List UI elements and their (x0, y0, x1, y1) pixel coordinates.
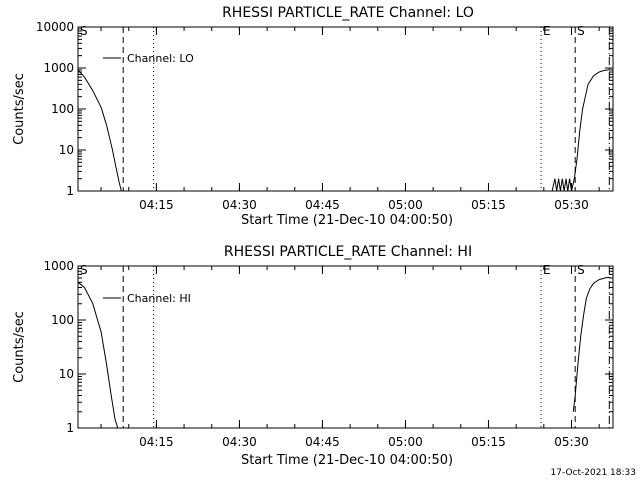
x-tick-label: 05:00 (388, 198, 423, 212)
event-marker-label: E (543, 24, 551, 38)
chart-panel-top: RHESSI PARTICLE_RATE Channel: LO 04:15 04… (12, 5, 614, 228)
x-tick-label: 05:15 (471, 198, 506, 212)
x-tick-label: 05:30 (554, 435, 589, 449)
legend-top: Channel: LO (103, 52, 194, 65)
y-tick-label: 1000 (43, 259, 74, 273)
x-axis-label-top: Start Time (21-Dec-10 04:00:50) (241, 213, 453, 228)
data-series-line (77, 276, 610, 429)
y-tick-label: 100 (51, 313, 74, 327)
y-tick-label: 10 (59, 143, 74, 157)
x-axis-label-bottom: Start Time (21-Dec-10 04:00:50) (241, 453, 453, 468)
x-tick-label: 05:15 (471, 435, 506, 449)
x-tick-label: 04:15 (139, 198, 174, 212)
y-tick-label: 1 (66, 421, 74, 435)
y-tick-label: 1000 (43, 61, 74, 75)
y-tick-label: 10 (59, 367, 74, 381)
y-tick-label: 10000 (36, 20, 74, 34)
y-axis-label-top: Counts/sec (12, 73, 27, 145)
x-tick-label: 04:30 (222, 198, 257, 212)
y-tick-label: 100 (51, 102, 74, 116)
legend-bottom: Channel: HI (103, 292, 191, 305)
event-marker-label: S (577, 24, 585, 38)
chart-title-top: RHESSI PARTICLE_RATE Channel: LO (222, 5, 474, 21)
y-axis-label-bottom: Counts/sec (12, 311, 27, 383)
data-series-line (77, 69, 610, 192)
x-tick-label: 04:45 (305, 435, 340, 449)
y-tick-label: 1 (66, 184, 74, 198)
x-tick-label: 04:30 (222, 435, 257, 449)
plot-area-bottom (77, 265, 614, 429)
x-tick-label: 05:30 (554, 198, 589, 212)
event-marker-label: S (80, 263, 88, 277)
x-tick-label: 05:00 (388, 435, 423, 449)
x-tick-label: 04:15 (139, 435, 174, 449)
chart-title-bottom: RHESSI PARTICLE_RATE Channel: HI (224, 244, 472, 260)
event-marker-label: S (577, 263, 585, 277)
chart-panel-bottom: RHESSI PARTICLE_RATE Channel: HI 04:15 04… (12, 244, 614, 468)
event-marker-label: E (543, 263, 551, 277)
footer-date: 17-Oct-2021 18:33 (551, 468, 636, 478)
event-marker-label: S (80, 24, 88, 38)
legend-label-top: Channel: LO (127, 52, 194, 65)
legend-label-bottom: Channel: HI (127, 292, 191, 305)
x-tick-label: 04:45 (305, 198, 340, 212)
